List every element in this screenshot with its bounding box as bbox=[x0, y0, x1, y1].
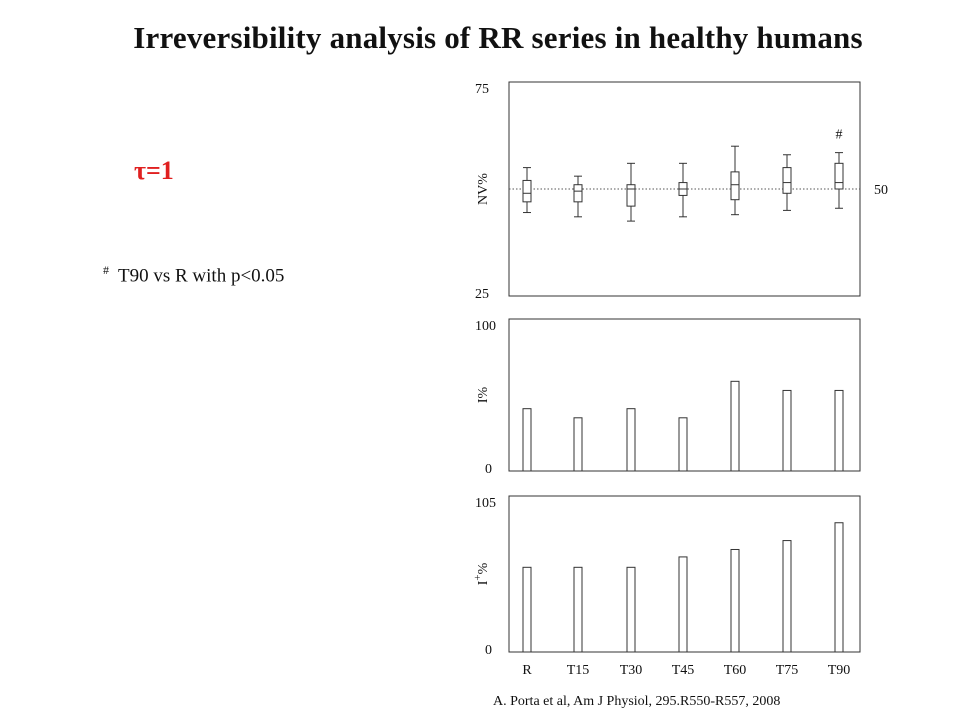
box-R bbox=[522, 167, 532, 214]
y-axis-label-main: I% bbox=[476, 387, 491, 404]
y-axis-label: I% bbox=[476, 387, 491, 404]
y-axis-label-sup: + bbox=[472, 574, 484, 580]
x-tick-label-T15: T15 bbox=[567, 663, 590, 678]
bar-T30 bbox=[626, 408, 636, 472]
citation: A. Porta et al, Am J Physiol, 295.R550-R… bbox=[493, 694, 781, 709]
box-T30 bbox=[626, 162, 636, 222]
y-axis-label-main: I bbox=[476, 580, 491, 585]
x-tick-label-R: R bbox=[522, 663, 532, 678]
box-T90 bbox=[834, 152, 844, 209]
box-iqr bbox=[730, 171, 740, 201]
box-iqr bbox=[834, 162, 844, 190]
significance-mark: # bbox=[103, 263, 109, 277]
bar-T15 bbox=[573, 566, 583, 653]
x-tick-label-T60: T60 bbox=[724, 663, 747, 678]
reference-line-label: 50 bbox=[874, 183, 888, 198]
y-tick-label-min: 0 bbox=[485, 462, 492, 477]
x-tick-label-T30: T30 bbox=[620, 663, 643, 678]
bar-T45 bbox=[678, 556, 688, 653]
x-tick-label-T90: T90 bbox=[828, 663, 851, 678]
y-axis-label: NV% bbox=[476, 173, 491, 205]
significance-note-text: T90 vs R with p<0.05 bbox=[118, 265, 285, 287]
box-iqr bbox=[782, 167, 792, 194]
annotation-mark: # bbox=[836, 128, 843, 143]
bar-T75 bbox=[782, 540, 792, 653]
bar-T60 bbox=[730, 380, 740, 472]
tau-label: τ=1 bbox=[134, 156, 174, 185]
box-T15 bbox=[573, 175, 583, 218]
y-axis-label: I+% bbox=[472, 562, 491, 585]
x-tick-label-T45: T45 bbox=[672, 663, 695, 678]
y-tick-label-min: 25 bbox=[475, 287, 489, 302]
box-T75 bbox=[782, 154, 792, 211]
bar-T90 bbox=[834, 522, 844, 653]
chart-panel-1 bbox=[508, 81, 861, 297]
box-T60 bbox=[730, 145, 740, 216]
box-T45 bbox=[678, 162, 688, 218]
box-iqr bbox=[573, 184, 583, 203]
y-tick-label-min: 0 bbox=[485, 643, 492, 658]
bar-T90 bbox=[834, 389, 844, 472]
significance-note: # T90 vs R with p<0.05 bbox=[103, 263, 284, 287]
y-tick-label-max: 75 bbox=[475, 82, 489, 97]
bar-T30 bbox=[626, 566, 636, 653]
chart-panel-2 bbox=[508, 318, 861, 472]
y-tick-label-max: 105 bbox=[475, 496, 496, 511]
x-tick-label-T75: T75 bbox=[776, 663, 799, 678]
bar-T15 bbox=[573, 417, 583, 472]
chart-panel-3 bbox=[508, 495, 861, 653]
bar-T75 bbox=[782, 389, 792, 472]
y-axis-label-main: NV% bbox=[476, 173, 491, 205]
bar-T45 bbox=[678, 417, 688, 472]
box-iqr bbox=[626, 184, 636, 207]
bar-R bbox=[522, 408, 532, 472]
y-axis-label-suffix: % bbox=[476, 562, 491, 574]
bar-R bbox=[522, 566, 532, 653]
y-tick-label-max: 100 bbox=[475, 319, 496, 334]
slide-title: Irreversibility analysis of RR series in… bbox=[133, 20, 863, 55]
box-iqr bbox=[522, 179, 532, 203]
bar-T60 bbox=[730, 548, 740, 653]
